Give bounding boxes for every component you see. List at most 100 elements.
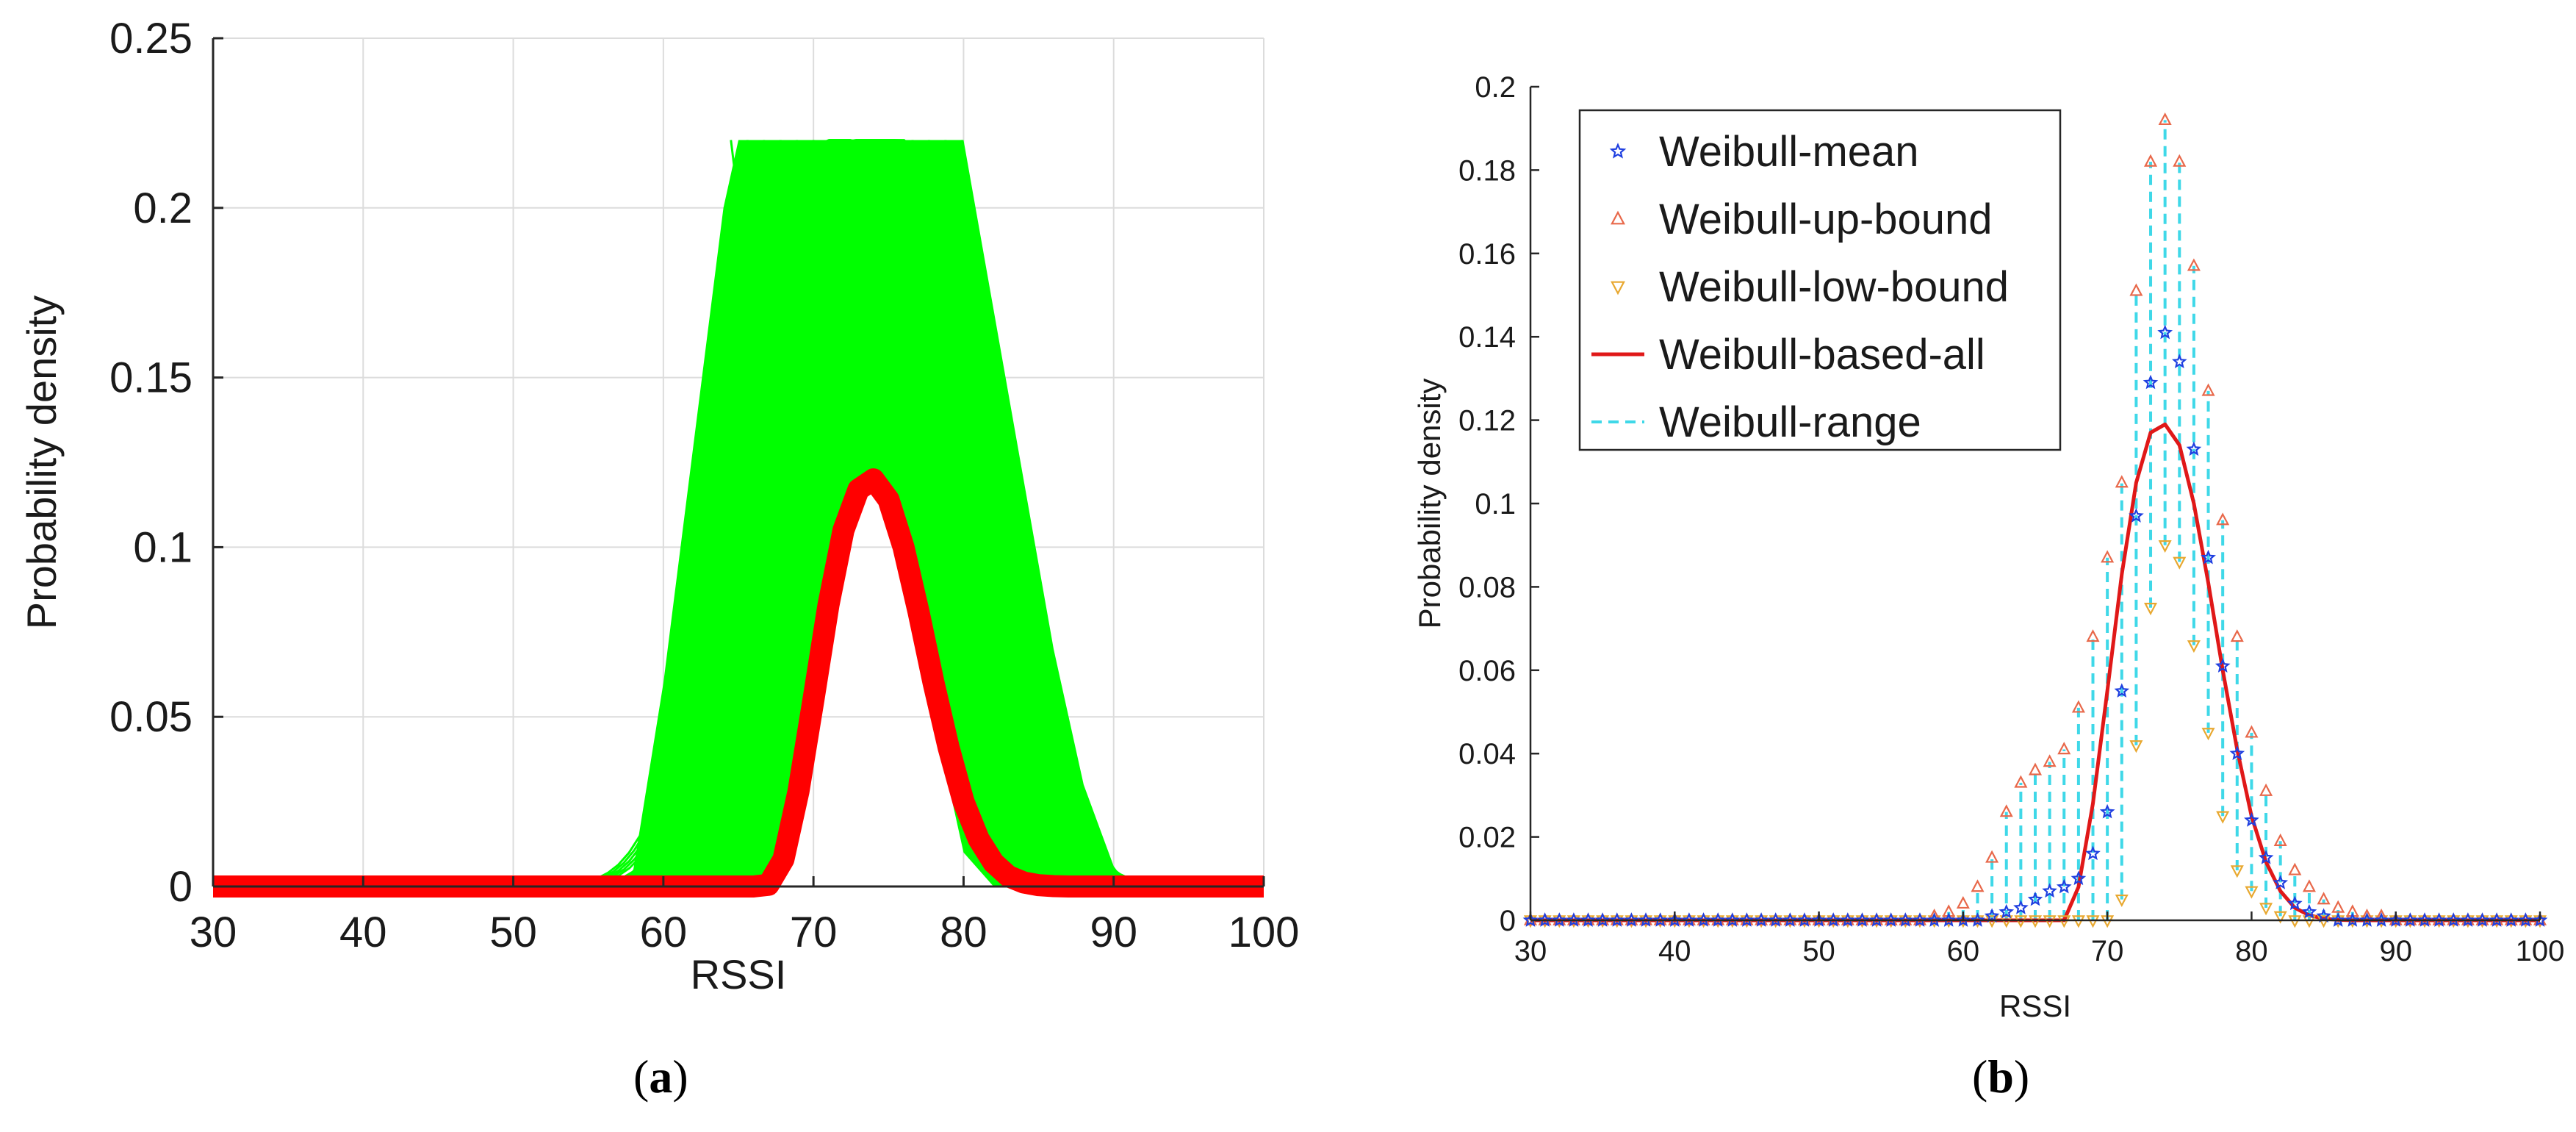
up-bound-marker-b (2216, 512, 2230, 526)
low-bound-marker-b (2230, 865, 2244, 878)
legend-symbol-up-b (1611, 210, 1625, 225)
x-tick-label-b: 50 (1802, 935, 1835, 967)
mean-marker-b (1984, 908, 2000, 923)
mean-marker-b (1551, 912, 1567, 927)
mean-marker-b (2417, 912, 2433, 927)
legend-label-b: Weibull-mean (1659, 128, 1919, 176)
mean-marker-b (1696, 912, 1711, 927)
mean-marker-b (2171, 354, 2187, 369)
y-tick-label-b: 0.02 (1458, 822, 1516, 854)
ensemble-curve-a (614, 196, 1140, 888)
ensemble-curve-a (602, 257, 1129, 888)
x-tick-label-a: 70 (790, 909, 838, 956)
legend-symbol-low-b (1611, 281, 1625, 295)
mean-marker-b (1522, 912, 1539, 927)
mean-marker-b (1753, 912, 1769, 927)
chart-panel-a: 30 40 50 60 70 80 90 100 0 0.05 0.1 0.15 0.2 0.25 RSSI… (18, 15, 1299, 997)
mean-marker-b (2532, 912, 2548, 927)
caption-b-open: ( (1972, 1050, 1988, 1103)
mean-marker-b (2373, 912, 2389, 927)
up-bound-marker-b (2259, 783, 2273, 796)
mean-marker-b (2229, 745, 2245, 761)
mean-marker-b (1926, 912, 1942, 927)
y-tick-label-b: 0 (1500, 905, 1516, 937)
mean-marker-b (2388, 912, 2404, 927)
mean-marker-b (2489, 912, 2505, 927)
mean-marker-b (1724, 912, 1741, 927)
y-tick-label-b: 0.12 (1458, 405, 1516, 437)
chart-panel-b: 30 40 50 60 70 80 90 100 0 0.02 0.04 0.06 0.08 0.1 0.1… (1412, 71, 2564, 1023)
x-tick-label-b: 100 (2516, 935, 2565, 967)
y-tick-label-a: 0.15 (109, 354, 193, 402)
mean-marker-b (2273, 875, 2289, 889)
mean-marker-b (1897, 912, 1913, 927)
up-bound-marker-b (2144, 154, 2158, 167)
mean-marker-b (2244, 812, 2259, 827)
low-bound-marker-b (2187, 640, 2201, 653)
mean-marker-b (2518, 912, 2533, 927)
mean-marker-b (2287, 895, 2303, 911)
x-tick-label-b: 40 (1658, 935, 1691, 967)
mean-marker-b (1970, 912, 1985, 927)
caption-a: (a) (633, 1050, 688, 1104)
up-bound-marker-b (2057, 742, 2071, 755)
legend-box-b (1578, 109, 2062, 451)
ensemble-curve-a (592, 165, 1118, 888)
y-tick-label-a: 0.05 (109, 693, 193, 741)
fit-curve-a (213, 468, 1264, 898)
low-bound-marker-b (2158, 540, 2172, 554)
mean-marker-b (2345, 912, 2361, 927)
ensemble-curve-a (662, 227, 1168, 887)
mean-marker-b (1955, 912, 1971, 927)
mean-marker-b (1566, 912, 1582, 927)
y-tick-label-b: 0.2 (1475, 71, 1516, 104)
ensemble-curve-a (657, 257, 1173, 888)
up-bound-marker-b (2071, 700, 2085, 713)
mean-marker-b (2027, 891, 2043, 906)
caption-b: (b) (1972, 1050, 2029, 1104)
caption-a-letter: a (649, 1050, 673, 1103)
x-tick-label-b: 70 (2091, 935, 2124, 967)
y-tick-label-b: 0.14 (1458, 321, 1516, 354)
y-tick-label-a: 0.2 (133, 185, 193, 232)
ensemble-curve-a (646, 166, 1162, 887)
mean-marker-b (1537, 912, 1553, 927)
up-bound-marker-b (1985, 850, 1999, 863)
y-tick-label-b: 0.06 (1458, 655, 1516, 687)
x-tick-label-b: 30 (1514, 935, 1547, 967)
y-axis-label-a: Probability density (18, 295, 65, 629)
mean-marker-b (1638, 912, 1654, 927)
mean-marker-b (2503, 912, 2519, 927)
mean-marker-b (1594, 912, 1611, 927)
legend-label-b: Weibull-up-bound (1659, 196, 1993, 243)
y-tick-label-a: 0.1 (133, 523, 193, 571)
up-bound-marker-b (2245, 725, 2259, 738)
mean-marker-b (1940, 912, 1957, 927)
low-bound-marker-b (2259, 903, 2273, 916)
mean-marker-b (1782, 912, 1798, 927)
up-bound-marker-b (2043, 754, 2057, 767)
mean-marker-b (1796, 912, 1813, 927)
mean-marker-b (2445, 912, 2461, 927)
low-bound-marker-b (2144, 603, 2158, 616)
mean-marker-b (2330, 912, 2346, 927)
legend-label-b: Weibull-based-all (1659, 331, 1985, 379)
low-bound-marker-b (2173, 556, 2187, 570)
up-bound-marker-b (2201, 383, 2215, 396)
mean-marker-b (1681, 912, 1697, 927)
low-bound-marker-b (2273, 911, 2287, 924)
mean-marker-b (2301, 903, 2317, 919)
mean-marker-b (2460, 912, 2476, 927)
mean-marker-b (2070, 870, 2087, 886)
up-bound-marker-b (1999, 804, 2013, 817)
up-bound-marker-b (2115, 475, 2129, 488)
mean-marker-b (1710, 912, 1726, 927)
mean-marker-b (2201, 549, 2216, 565)
legend-label-b: Weibull-low-bound (1659, 263, 2009, 311)
x-tick-label-a: 40 (339, 909, 387, 956)
mean-marker-b (1609, 912, 1625, 927)
low-bound-marker-b (2245, 886, 2259, 899)
up-bound-marker-b (2101, 550, 2115, 563)
mean-marker-b (1580, 912, 1596, 927)
